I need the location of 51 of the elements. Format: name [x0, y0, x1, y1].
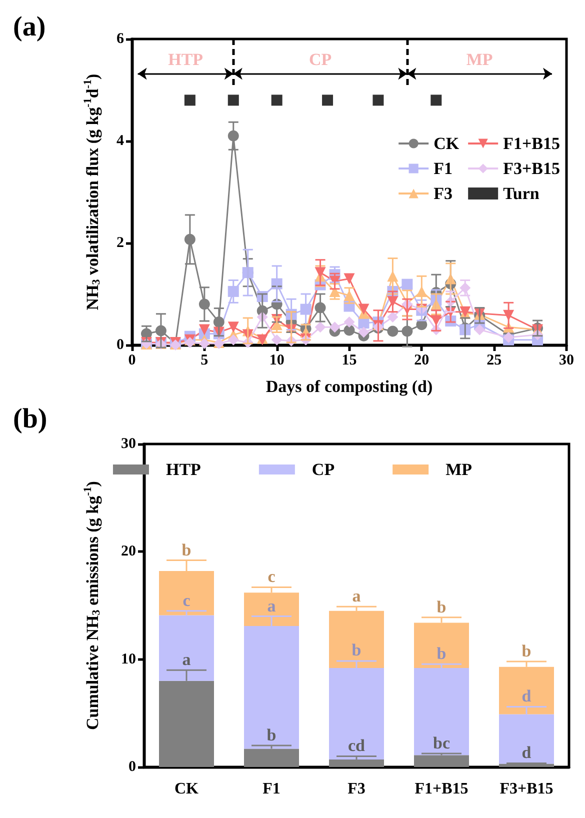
- annotation: HTP: [168, 50, 204, 69]
- annotation: MP: [466, 50, 493, 69]
- x-tick-label: 25: [486, 352, 502, 368]
- legend-label: F3+B15: [503, 159, 560, 178]
- x-tick-label: 10: [269, 352, 284, 368]
- x-tick-label: 5: [200, 352, 208, 368]
- data-label: a: [352, 586, 362, 606]
- y-axis-title: Cumulative NH3 emissions (g kg-1): [82, 481, 102, 730]
- legend-label: F3: [434, 184, 452, 203]
- y-tick-label: 20: [121, 544, 136, 560]
- x-tick-label: 15: [342, 352, 357, 368]
- data-label: bc: [433, 734, 450, 753]
- x-tick-label: CK: [174, 780, 200, 798]
- legend-label: F1: [434, 159, 452, 178]
- x-tick-label: F3+B15: [500, 780, 554, 798]
- data-label: b: [522, 641, 532, 660]
- annotation: d: [522, 686, 532, 706]
- y-tick-label: 4: [116, 133, 124, 149]
- data-label: b: [266, 725, 276, 744]
- y-tick-label: 30: [121, 436, 136, 452]
- data-label: cd: [348, 736, 366, 756]
- annotation: a: [182, 650, 192, 670]
- annotation: CP: [308, 50, 332, 69]
- legend-label: HTP: [166, 460, 201, 479]
- legend-label: MP: [446, 460, 472, 479]
- data-label: b: [436, 644, 446, 664]
- y-tick-label: 10: [121, 651, 136, 668]
- data-label: b: [182, 540, 192, 560]
- y-tick-label: 0: [116, 337, 124, 353]
- x-tick-label: F1+B15: [414, 780, 468, 798]
- legend-label: F1+B15: [503, 134, 560, 153]
- chart-title: (a): [13, 12, 46, 42]
- y-tick-label: 2: [116, 235, 124, 251]
- data-label: c: [268, 567, 276, 586]
- annotation: c: [182, 590, 191, 610]
- y-tick-label: 6: [116, 31, 124, 47]
- y-axis-title: NH3 volatilization flux (g kg-1d-1): [82, 74, 102, 310]
- y-tick-label: 0: [128, 759, 136, 775]
- legend-label: CP: [312, 460, 335, 479]
- x-tick-label: F1: [262, 780, 280, 798]
- data-label: b: [436, 597, 446, 616]
- x-tick-label: 20: [414, 352, 430, 368]
- x-axis-title: Days of composting (d): [266, 377, 433, 396]
- x-tick-label: F3: [348, 780, 366, 798]
- annotation: b: [352, 640, 362, 660]
- legend-label: Turn: [503, 184, 540, 203]
- x-tick-label: 30: [559, 352, 574, 368]
- chart-title: (b): [13, 404, 48, 434]
- legend-label: CK: [434, 134, 460, 153]
- annotation: a: [267, 596, 276, 616]
- data-label: d: [522, 743, 532, 762]
